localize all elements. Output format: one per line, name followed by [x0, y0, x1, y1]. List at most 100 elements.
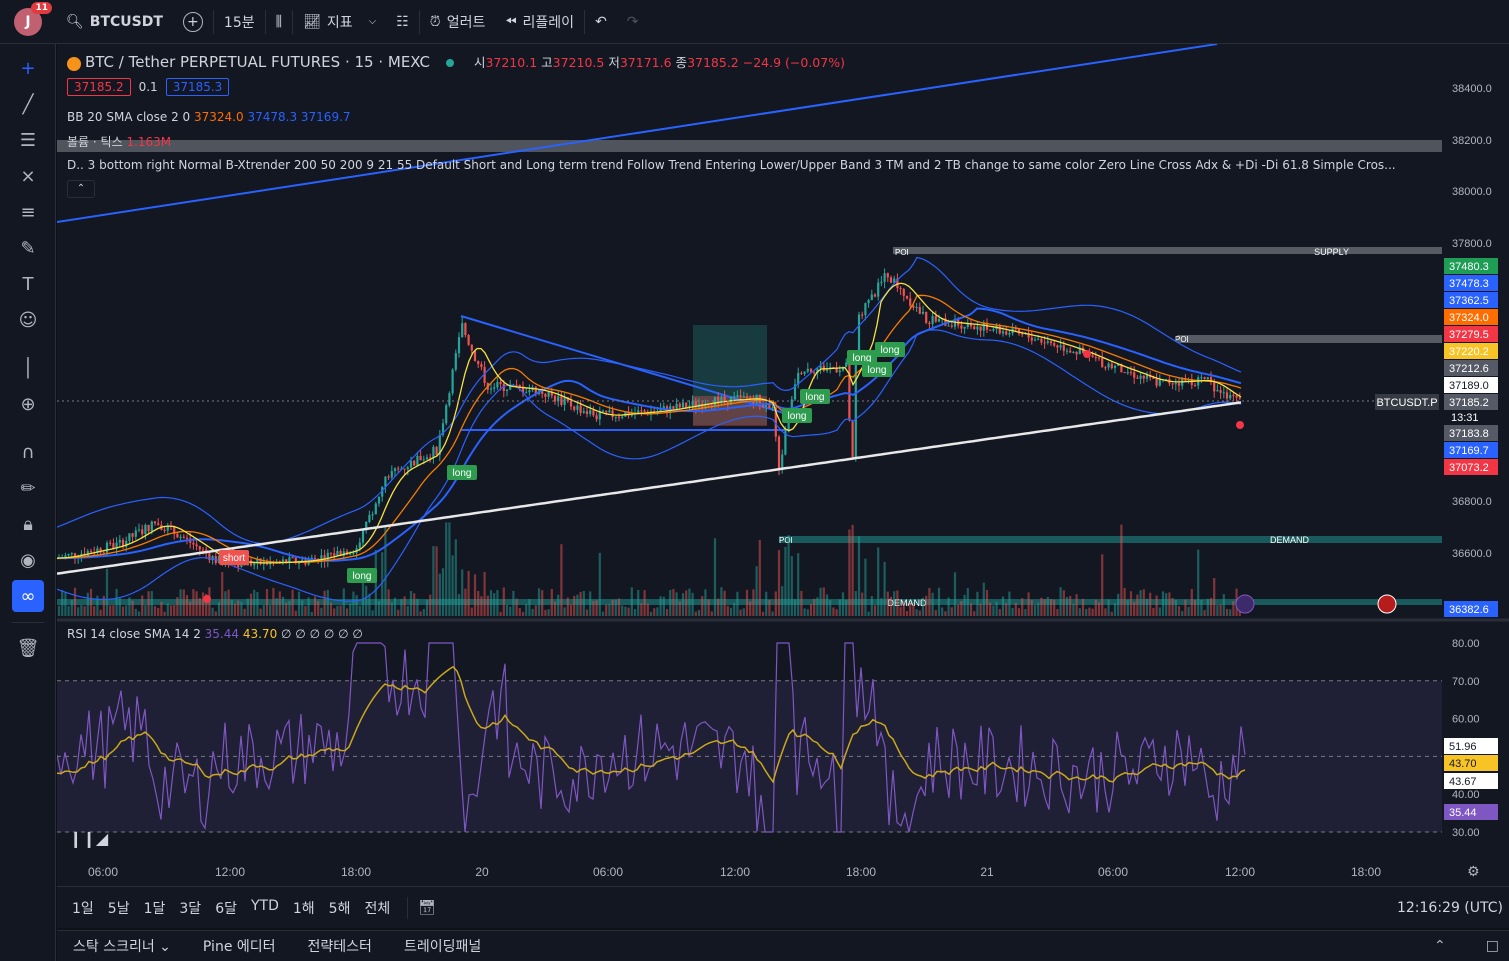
volume-bar: [553, 601, 557, 616]
volume-bar: [672, 588, 675, 616]
volume-bar: [400, 599, 403, 616]
volume-bar: [1117, 593, 1120, 616]
zoom-icon[interactable]: ⊕: [20, 393, 36, 415]
clock[interactable]: 12:16:29 (UTC): [1396, 899, 1503, 916]
candle-body: [192, 542, 195, 545]
volume-bar: [406, 605, 409, 616]
alert-button[interactable]: ⏰︎ 얼러트: [429, 13, 486, 31]
range-button[interactable]: 6달: [215, 900, 237, 917]
range-button[interactable]: 5날: [107, 900, 130, 917]
trend-line-icon[interactable]: ╱: [22, 93, 34, 115]
ruler-icon[interactable]: │: [22, 357, 34, 379]
volume-bar: [877, 547, 880, 616]
time-tick: 20: [475, 865, 489, 879]
volume-bar: [544, 609, 547, 616]
bottom-tab[interactable]: 스탁 스크리너 ⌄: [73, 939, 171, 955]
range-button[interactable]: 전체: [364, 900, 391, 917]
chart-canvas[interactable]: SUPPLYPOIPOIDEMANDPOIDEMANDshortlonglong…: [57, 44, 1509, 886]
candle-body: [1206, 377, 1209, 380]
sell-price[interactable]: 37185.2: [67, 78, 131, 96]
chart-area[interactable]: SUPPLY POI POI DEMAND POI DEMAND short long long…: [57, 44, 1509, 886]
layouts-button[interactable]: ☷: [386, 0, 419, 44]
symbol-search[interactable]: 🔍︎ BTCUSDT: [66, 13, 163, 30]
volume-bar: [1190, 589, 1193, 616]
brush-icon[interactable]: ✎: [20, 237, 36, 259]
goto-date-icon[interactable]: 📅︎: [418, 899, 437, 916]
volume-bar: [1219, 604, 1222, 616]
poi-label: POI: [779, 536, 793, 545]
eye-icon[interactable]: ◉: [20, 549, 36, 571]
range-button[interactable]: 1일: [72, 900, 94, 917]
bottom-tab[interactable]: Pine 에디터: [202, 939, 276, 955]
candle-body: [413, 460, 416, 466]
volume-bar: [467, 570, 470, 616]
undo-button[interactable]: ↶: [585, 0, 617, 44]
volume-bar: [819, 587, 822, 616]
bottom-tab[interactable]: 트레이딩패널: [403, 939, 482, 955]
candle-body: [857, 314, 861, 357]
chart-type-button[interactable]: ⫼: [266, 0, 292, 44]
candle-body: [1104, 367, 1107, 369]
candle-body: [1001, 331, 1005, 334]
replay-button[interactable]: ⏪︎ 리플레이: [505, 13, 575, 31]
indicator-legend[interactable]: D.. 3 bottom right Normal B-Xtrender 200…: [67, 158, 1396, 172]
alarm-icon: ⏰︎: [429, 13, 441, 30]
lock-icon[interactable]: 🔒︎: [23, 513, 33, 535]
indicators-button[interactable]: 📈︎ 지표 ⌵: [303, 13, 377, 31]
volume-bar: [61, 590, 64, 616]
signal-dot: [203, 595, 211, 603]
rsi-legend[interactable]: RSI 14 close SMA 14 2 35.44 43.70 ∅ ∅ ∅ …: [67, 627, 363, 641]
volume-bar: [685, 590, 688, 616]
lock-drawing-icon[interactable]: ✏: [20, 477, 36, 499]
volume-bar: [656, 607, 659, 616]
bb-legend[interactable]: BB 20 SMA close 2 0 37324.0 37478.3 3716…: [67, 110, 351, 124]
demand-zone: [779, 536, 1442, 543]
candle-body: [1017, 328, 1021, 334]
volume-bar: [1059, 587, 1062, 616]
range-button[interactable]: YTD: [250, 897, 279, 914]
emoji-icon[interactable]: ☺: [18, 309, 38, 331]
volume-bar: [441, 568, 445, 616]
price-label-box: [1444, 292, 1498, 308]
text-icon[interactable]: T: [22, 273, 34, 295]
volume-legend[interactable]: 볼륨 · 틱스 1.163M: [67, 135, 172, 149]
volume-bar: [192, 589, 195, 616]
link-icon[interactable]: ∞: [12, 580, 44, 612]
candle-body: [86, 551, 89, 556]
redo-button[interactable]: ↷: [617, 0, 649, 44]
poi-label: POI: [1175, 335, 1189, 344]
candle-body: [509, 385, 512, 390]
fib-icon[interactable]: ☰: [19, 129, 37, 151]
range-button[interactable]: 1해: [292, 900, 315, 917]
crosshair-icon[interactable]: +: [20, 57, 36, 79]
volume-bar: [1136, 594, 1139, 616]
settings-gear-icon[interactable]: ⚙: [1467, 864, 1480, 880]
pattern-icon[interactable]: ⨯: [20, 165, 36, 187]
range-button[interactable]: 1달: [143, 900, 166, 917]
range-button[interactable]: 3달: [179, 900, 202, 917]
candle-body: [368, 515, 371, 522]
magnet-icon[interactable]: ∩: [21, 441, 35, 463]
candle-body: [1107, 363, 1110, 368]
rsi-tick: 80.00: [1452, 638, 1480, 650]
trash-icon[interactable]: 🗑︎: [16, 637, 40, 659]
interval-button[interactable]: 15분: [223, 14, 255, 31]
chevron-up-icon[interactable]: ⌃: [1434, 938, 1446, 954]
buy-price[interactable]: 37185.3: [165, 78, 230, 96]
candle-body: [496, 381, 499, 388]
collapse-legend-button[interactable]: ⌃: [67, 180, 95, 198]
divider: [418, 9, 420, 34]
volume-bar: [147, 591, 150, 616]
volume-bar: [80, 604, 83, 616]
volume-bar: [502, 587, 505, 616]
user-avatar[interactable]: J 11: [14, 1, 52, 36]
compare-add-button[interactable]: +: [173, 0, 213, 44]
forecast-icon[interactable]: ≡: [20, 201, 36, 223]
bottom-tab[interactable]: 전략테스터: [307, 939, 372, 955]
candle-body: [419, 455, 422, 461]
maximize-icon[interactable]: □: [1485, 938, 1499, 954]
range-button[interactable]: 5해: [328, 900, 351, 917]
candle-body: [576, 405, 579, 410]
volume-bar: [643, 590, 646, 616]
bid-ask: 37185.2 0.1 37185.3: [67, 78, 230, 96]
